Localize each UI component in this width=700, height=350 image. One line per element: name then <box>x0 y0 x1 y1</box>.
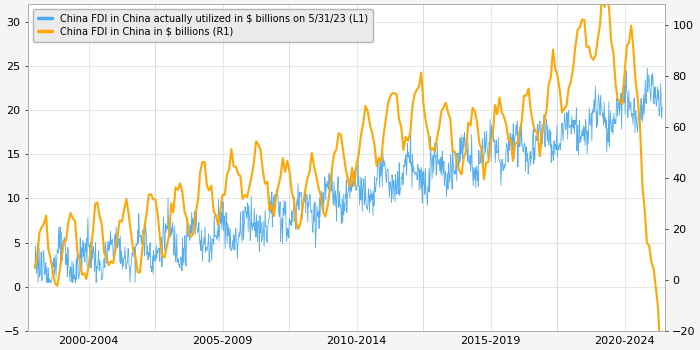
Legend: China FDI in China actually utilized in $ billions on 5/31/23 (L1), China FDI in: China FDI in China actually utilized in … <box>33 9 373 42</box>
